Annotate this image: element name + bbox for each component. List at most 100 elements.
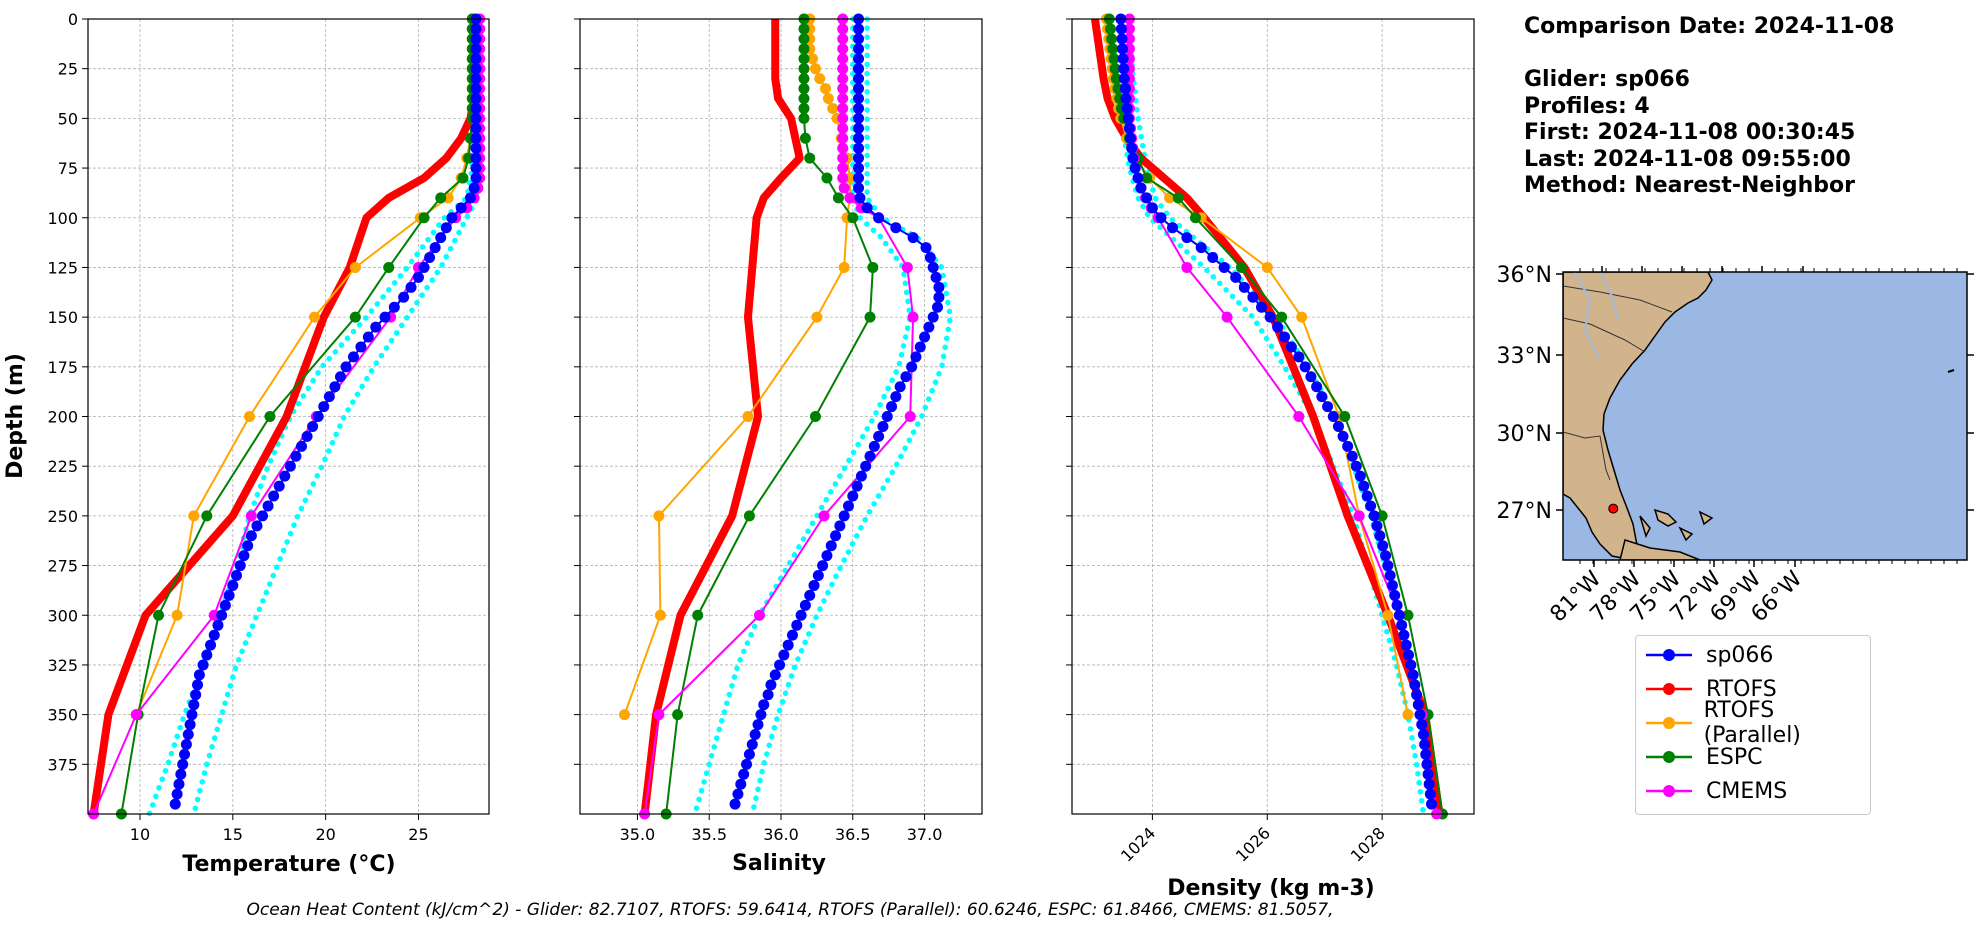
series-point-rtofs-parallel (171, 609, 183, 621)
series-point-sp066 (470, 23, 482, 35)
series-point-sp066 (1311, 381, 1323, 393)
plot-frame (1071, 18, 1475, 815)
series-point-sp066 (914, 341, 926, 353)
series-point-sp066 (1393, 609, 1405, 621)
series-point-espc (349, 311, 361, 323)
legend-label: ESPC (1706, 744, 1763, 770)
series-point-sp066 (795, 609, 807, 621)
series-point-sp066 (362, 331, 374, 343)
series-point-rtofs-parallel (811, 311, 823, 323)
series-point-sp066 (268, 490, 280, 502)
series-point-sp066 (340, 361, 352, 373)
series-point-cmems (837, 102, 849, 114)
series-point-sp066 (853, 53, 865, 65)
series-point-sp066 (752, 719, 764, 731)
series-point-sp066 (1122, 112, 1134, 124)
series-point-sp066 (1167, 222, 1178, 234)
series-point-cmems (837, 142, 849, 154)
series-point-espc (672, 709, 684, 721)
series-point-sp066 (853, 152, 865, 164)
series-point-sp066 (853, 33, 865, 45)
series-point-rtofs-parallel (1382, 609, 1394, 621)
series-point-sp066 (231, 570, 243, 581)
series-point-espc (798, 53, 810, 65)
y-tick-label: 150 (47, 308, 78, 327)
series-point-espc (418, 212, 430, 224)
series-point-cmems (844, 192, 856, 204)
y-tick-label: 375 (47, 755, 78, 774)
series-point-rtofs-parallel (619, 709, 631, 721)
series-point-cmems (837, 152, 849, 164)
series-point-espc (1110, 73, 1122, 85)
series-point-sp066 (1264, 311, 1276, 323)
series-point-sp066 (729, 798, 741, 810)
y-tick-label: 25 (58, 60, 78, 79)
series-point-sp066 (1155, 212, 1167, 224)
density-panel: 1024 1026 1028 (1066, 13, 1475, 866)
series-point-sp066 (1426, 798, 1438, 810)
series-point-sp066 (853, 73, 865, 85)
series-point-sp066 (470, 172, 482, 184)
y-tick-label: 50 (58, 109, 78, 128)
series-point-sp066 (186, 709, 198, 721)
series-point-sp066 (873, 430, 885, 442)
series-point-espc (692, 609, 704, 621)
series-point-sp066 (1146, 202, 1158, 214)
legend-swatch (1646, 649, 1692, 661)
series-point-sp066 (1412, 699, 1424, 711)
series-point-espc (832, 192, 844, 204)
series-point-sp066 (786, 629, 798, 641)
series-point-sp066 (1117, 53, 1129, 65)
series-point-sp066 (838, 510, 850, 522)
method: Method: Nearest-Neighbor (1524, 173, 1855, 198)
legend-swatch (1646, 751, 1692, 763)
series-point-rtofs-parallel (188, 510, 200, 522)
series-point-sp066 (1389, 589, 1401, 601)
series-point-sp066 (1132, 172, 1144, 184)
series-point-sp066 (398, 291, 410, 303)
series-point-sp066 (219, 599, 231, 611)
legend-label: CMEMS (1706, 778, 1788, 804)
lat-label: 27°N (1497, 499, 1552, 524)
salinity-axis-label: Salinity (732, 851, 826, 876)
series-point-sp066 (743, 748, 755, 760)
legend-label: sp066 (1706, 642, 1774, 668)
series-point-rtofs-parallel (822, 93, 834, 104)
series-point-sp066 (446, 212, 458, 224)
series-point-sp066 (861, 202, 873, 214)
series-point-sp066 (184, 719, 196, 731)
series-point-sp066 (923, 321, 935, 333)
series-point-sp066 (933, 281, 945, 293)
state-border (1563, 431, 1611, 481)
y-tick-label: 225 (47, 457, 78, 476)
land-mass (1563, 272, 1713, 560)
series-point-sp066 (853, 83, 865, 95)
density-axis-label: Density (kg m-3) (1167, 876, 1375, 901)
series-point-sp066 (1368, 510, 1380, 522)
series-point-sp066 (890, 222, 902, 234)
series-point-sp066 (175, 768, 187, 780)
glider-location-map: 36°N33°N30°N27°N 81°W78°W75°W72°W69°W66°… (1497, 263, 1974, 627)
series-point-sp066 (1411, 689, 1423, 701)
x-tick-label: 35.5 (691, 825, 727, 844)
series-point-sp066 (1350, 460, 1362, 472)
series-point-sp066 (418, 261, 430, 273)
series-point-espc (457, 172, 469, 184)
series-point-sp066 (791, 619, 803, 631)
series-point-sp066 (1405, 659, 1417, 671)
series-point-sp066 (877, 420, 889, 432)
series-point-sp066 (279, 470, 291, 482)
series-point-cmems (837, 23, 849, 35)
series-point-sp066 (927, 311, 939, 323)
series-point-sp066 (853, 142, 865, 154)
y-tick-label: 300 (47, 606, 78, 625)
series-point-sp066 (284, 460, 296, 472)
series-point-rtofs-parallel (1402, 709, 1414, 721)
series-point-espc (1189, 212, 1201, 224)
series-point-sp066 (851, 480, 863, 492)
series-point-cmems (837, 172, 849, 184)
series-point-rtofs-parallel (1261, 261, 1273, 273)
series-line-rtofs (1091, 18, 1444, 815)
series-point-sp066 (307, 420, 319, 432)
